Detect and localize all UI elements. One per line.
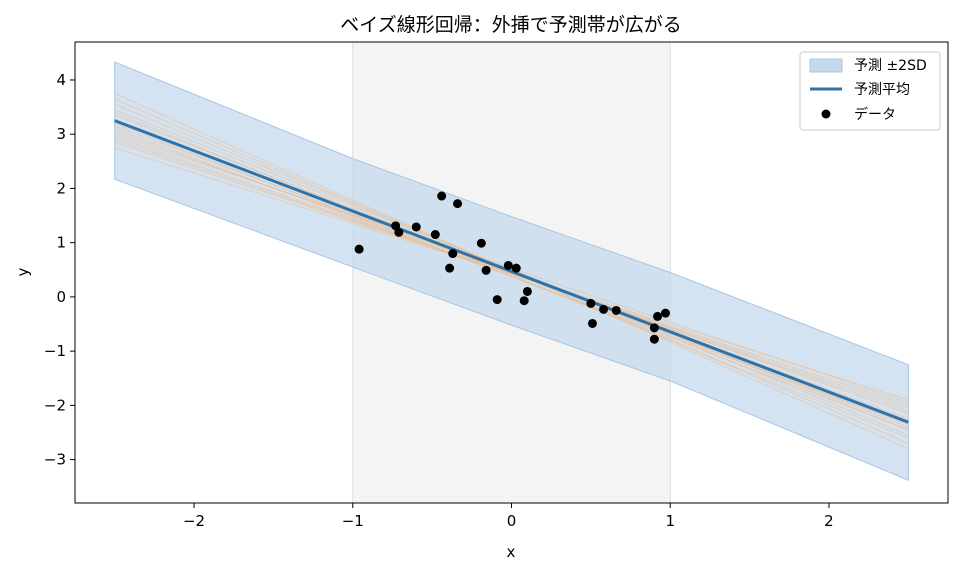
y-tick-label: −1 xyxy=(44,342,66,360)
data-point xyxy=(522,286,532,296)
data-point xyxy=(354,244,364,254)
data-point xyxy=(481,265,491,275)
legend-band-label: 予測 ±2SD xyxy=(854,58,927,74)
x-tick-label: 1 xyxy=(665,512,675,530)
data-point xyxy=(587,318,597,328)
x-tick-label: −2 xyxy=(183,512,205,530)
posterior-sample-line xyxy=(114,122,909,431)
legend-points-label: データ xyxy=(854,106,896,123)
data-point xyxy=(611,305,621,315)
data-point xyxy=(653,311,663,321)
data-point xyxy=(411,222,421,232)
legend-mean-label: 予測平均 xyxy=(854,82,910,98)
y-tick-label: 0 xyxy=(56,288,66,306)
data-point xyxy=(437,191,447,201)
data-point xyxy=(394,227,404,237)
y-tick-label: 4 xyxy=(56,71,66,89)
data-point xyxy=(430,230,440,240)
data-point xyxy=(448,249,458,259)
plot-layer xyxy=(114,41,909,504)
x-tick-label: 2 xyxy=(824,512,834,530)
legend: 予測 ±2SD 予測平均 データ xyxy=(799,51,941,131)
y-tick-label: 3 xyxy=(56,125,66,143)
y-tick-label: −3 xyxy=(44,451,66,469)
data-point xyxy=(492,295,502,305)
posterior-sample-line xyxy=(114,112,909,439)
x-axis-label: x xyxy=(507,543,516,561)
axis-layer: −2 −1 0 1 2 −3 −2 −1 0 1 2 3 4 xyxy=(44,71,834,530)
legend-points-swatch xyxy=(821,109,831,119)
posterior-sample-line xyxy=(114,139,909,409)
data-point xyxy=(586,298,596,308)
data-point xyxy=(476,238,486,248)
data-point xyxy=(453,199,463,209)
y-tick-label: 2 xyxy=(56,179,66,197)
predictive-mean-line xyxy=(114,119,909,424)
data-point xyxy=(660,308,670,318)
data-point xyxy=(519,296,529,306)
y-tick-label: −2 xyxy=(44,396,66,414)
chart-title: ベイズ線形回帰：外挿で予測帯が広がる xyxy=(340,14,681,36)
data-point xyxy=(503,260,513,270)
data-point xyxy=(649,334,659,344)
data-point xyxy=(649,323,659,333)
data-point xyxy=(445,263,455,273)
data-point xyxy=(511,263,521,273)
x-tick-label: 0 xyxy=(507,512,517,530)
y-axis-label: y xyxy=(14,267,32,276)
posterior-sample-line xyxy=(114,109,909,431)
x-tick-label: −1 xyxy=(342,512,364,530)
legend-band-swatch xyxy=(809,58,843,73)
y-tick-label: 1 xyxy=(56,234,66,252)
data-point xyxy=(599,304,609,314)
